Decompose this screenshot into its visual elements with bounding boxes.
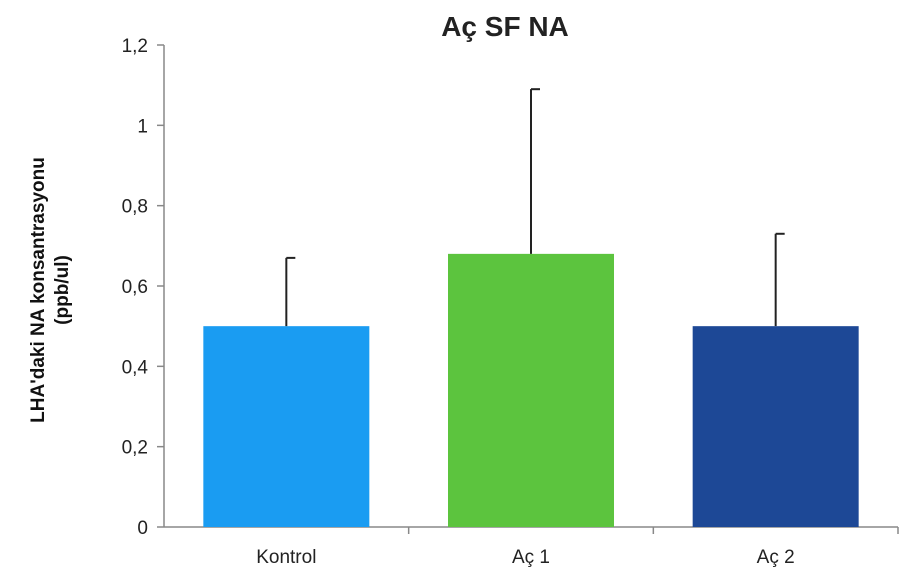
x-tick-label: Aç 2 bbox=[757, 547, 795, 568]
y-tick-label: 1,2 bbox=[122, 36, 148, 57]
bar-aç-1 bbox=[448, 253, 614, 527]
x-tick-label: Aç 1 bbox=[512, 547, 550, 568]
y-tick-label: 0,6 bbox=[122, 277, 148, 298]
x-tick-label: Kontrol bbox=[256, 547, 316, 568]
chart-title: Aç SF NA bbox=[441, 11, 569, 42]
y-axis-label-line-1: LHA'daki NA konsantrasyonu bbox=[28, 157, 49, 423]
y-axis-label-line-2: (ppb/ul) bbox=[52, 255, 73, 325]
error-bars bbox=[285, 88, 785, 327]
y-tick-label: 0 bbox=[137, 518, 148, 539]
bars bbox=[203, 253, 859, 527]
bar-kontrol bbox=[203, 326, 370, 527]
bar-aç-2 bbox=[692, 326, 859, 527]
y-tick-label: 0,8 bbox=[122, 197, 148, 218]
x-tick-labels: Kontrol Aç 1 Aç 2 bbox=[256, 547, 794, 568]
y-tick-label: 1 bbox=[137, 116, 148, 137]
y-axis-label: LHA'daki NA konsantrasyonu (ppb/ul) bbox=[28, 157, 73, 423]
y-tick-label: 0,2 bbox=[122, 438, 148, 459]
y-tick-label: 0,4 bbox=[122, 357, 149, 378]
y-ticks: 0 0,2 0,4 0,6 0,8 1 1,2 bbox=[122, 36, 164, 539]
